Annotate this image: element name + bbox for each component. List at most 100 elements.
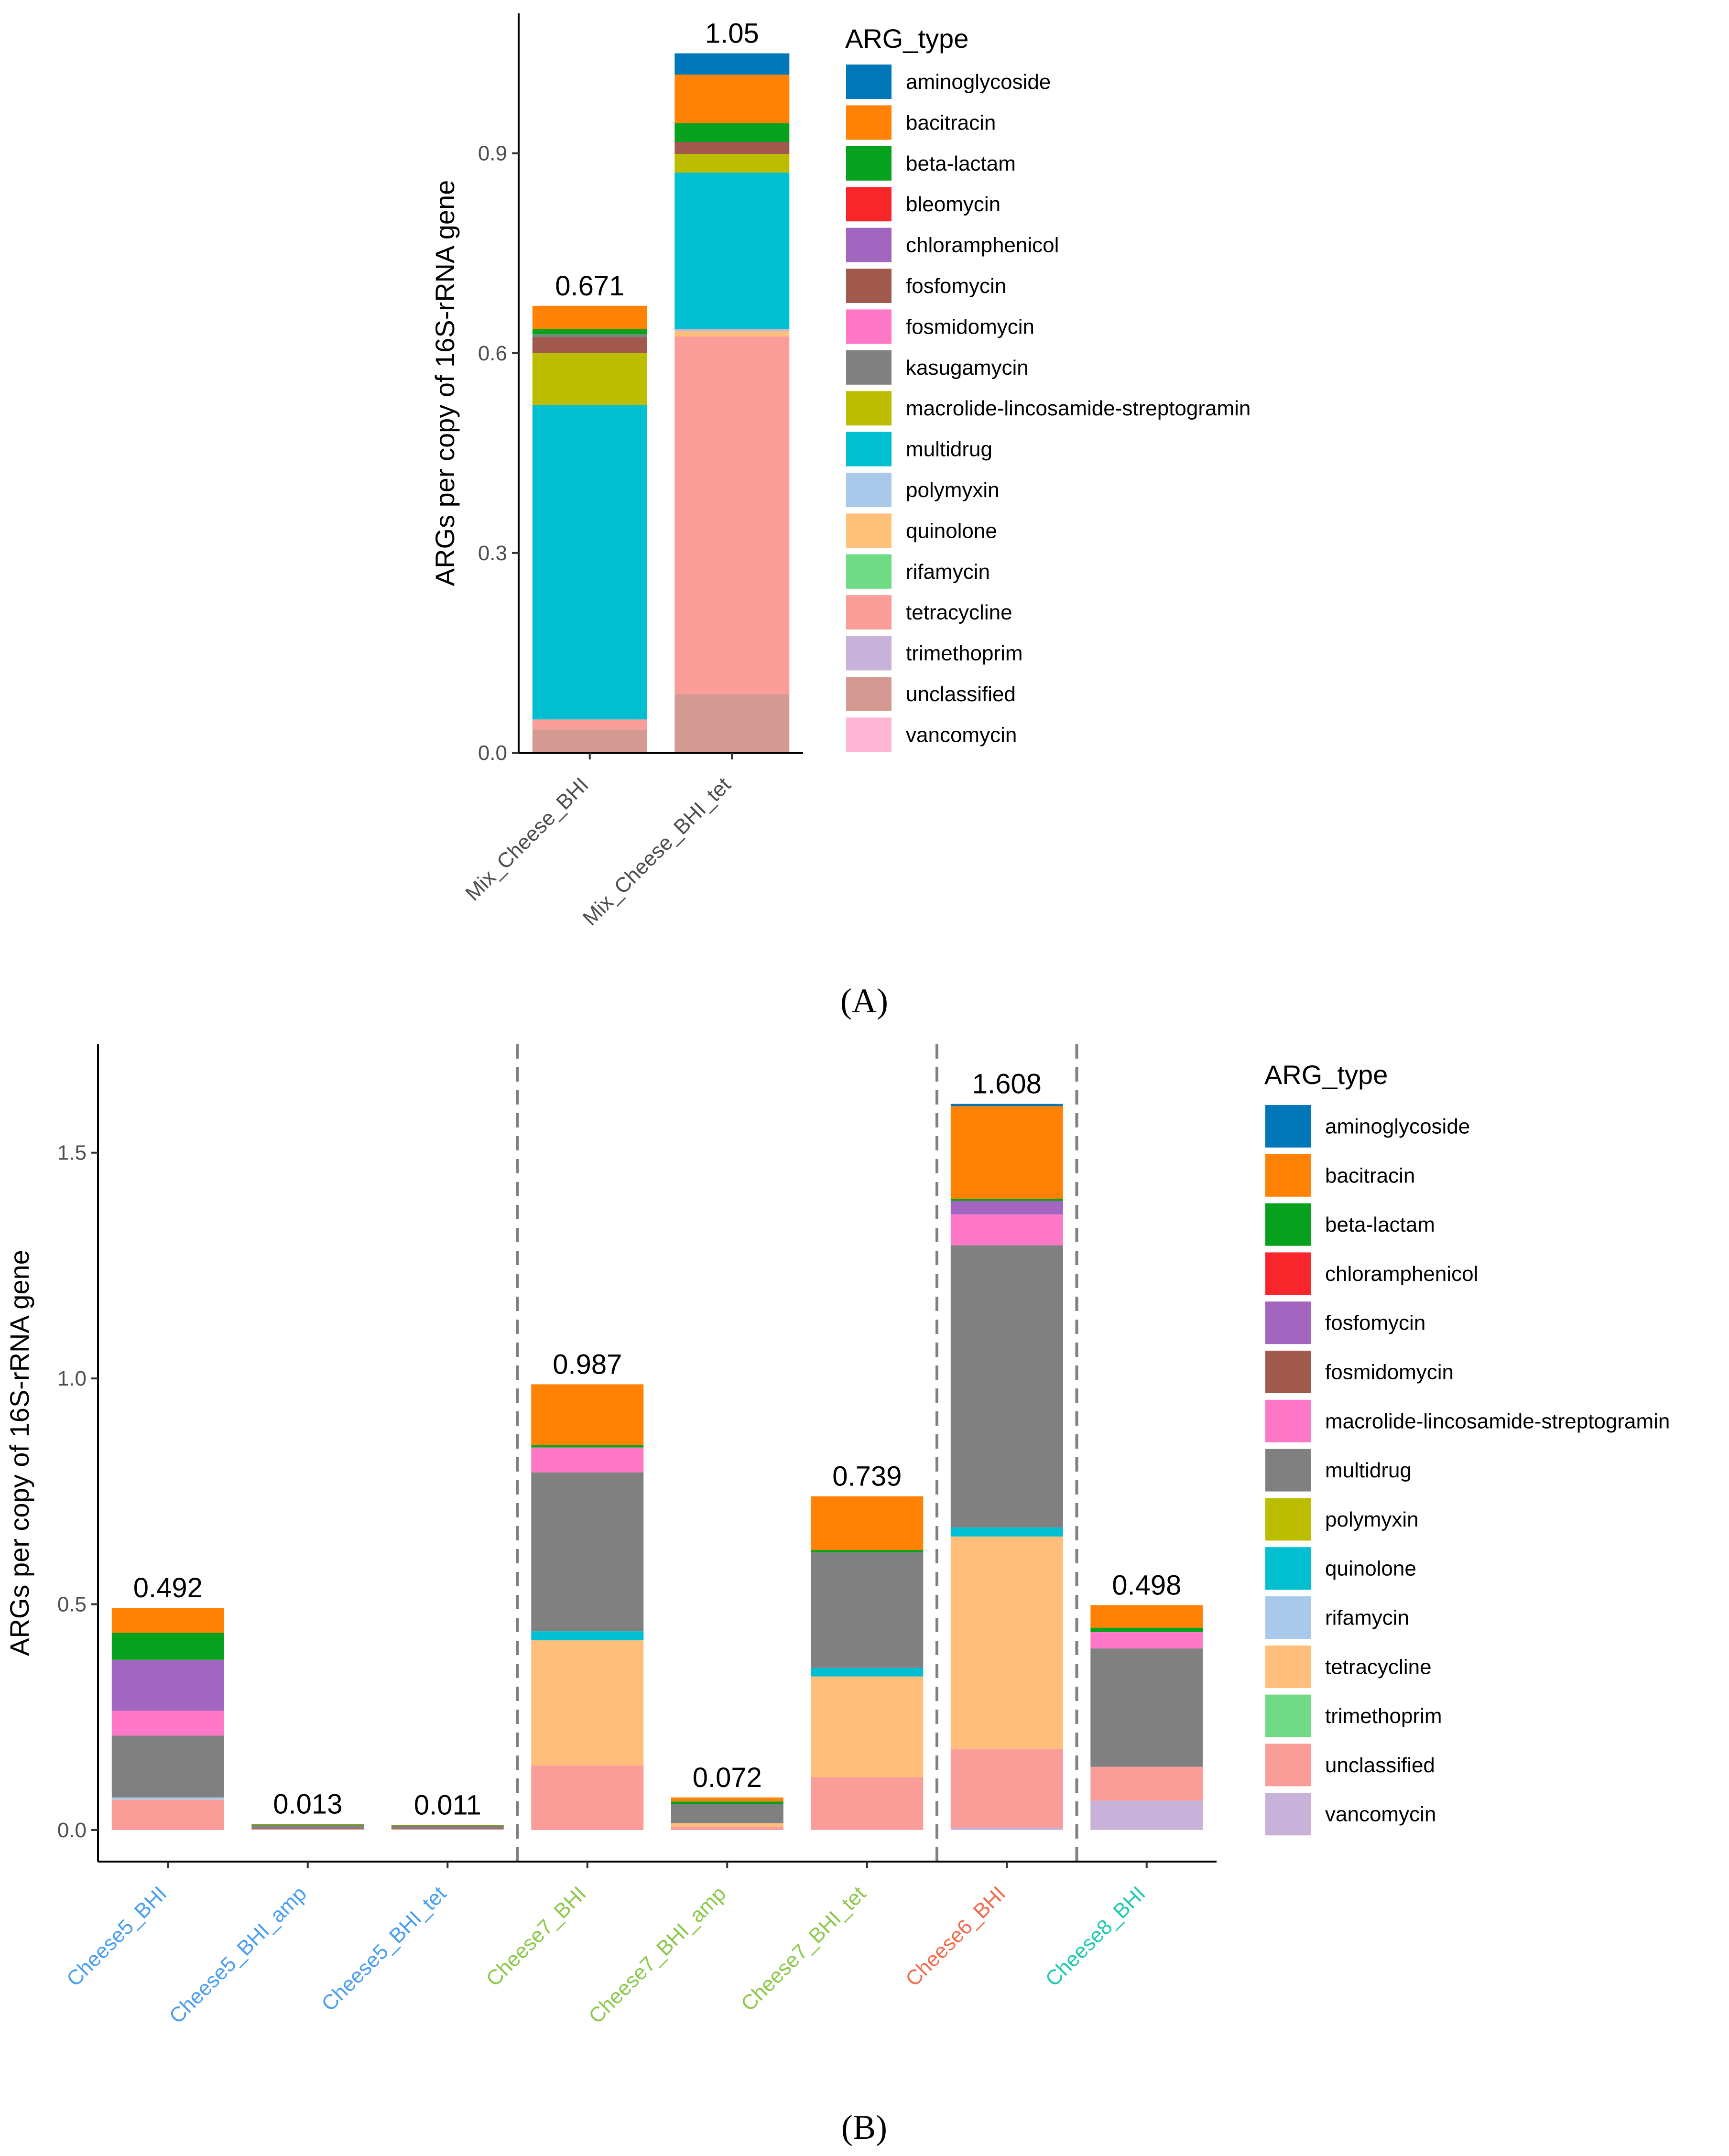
legend-swatch-vancomycin: [846, 717, 892, 752]
legend-swatch-trimethoprim: [1265, 1694, 1311, 1737]
legend-swatch-vancomycin: [1265, 1793, 1311, 1836]
bar-segment-unclassified-Cheese7_BHI_amp: [671, 1827, 783, 1830]
legend-label-aminoglycoside: aminoglycoside: [1325, 1115, 1470, 1138]
legend-label-trimethoprim: trimethoprim: [906, 642, 1023, 665]
legend-swatch-chloramphenicol: [846, 228, 892, 262]
bar-segment-bacitracin-Cheese8_BHI: [1090, 1605, 1203, 1628]
bar-segment-macrolide-lincosamide-streptogramin-Cheese8_BHI: [1090, 1632, 1203, 1649]
total-label-Cheese7_BHI_tet: 0.739: [832, 1461, 902, 1492]
total-label-Cheese7_BHI_amp: 0.072: [693, 1762, 762, 1793]
y-tick-label: 1.5: [57, 1141, 87, 1165]
legend-swatch-bleomycin: [846, 187, 892, 222]
legend-label-bleomycin: bleomycin: [906, 193, 1000, 216]
bar-segment-bacitracin-Cheese7_BHI: [531, 1384, 644, 1445]
legend-label-fosmidomycin: fosmidomycin: [1325, 1361, 1454, 1384]
chart-panel-a: 0.671 1.05 0.0 0.3 0.6 0.9 ARGs per copy of 1…: [430, 13, 1251, 930]
total-label-Cheese5_BHI: 0.492: [133, 1572, 203, 1603]
legend-label-beta-lactam: beta-lactam: [1325, 1213, 1435, 1236]
y-tick-label: 0.9: [478, 142, 507, 165]
y-tick-label: 0.0: [478, 741, 507, 765]
legend-label-fosfomycin: fosfomycin: [906, 274, 1006, 298]
bar-segment-multidrug-Cheese5_BHI_amp: [251, 1825, 364, 1829]
legend-label-unclassified: unclassified: [1325, 1754, 1435, 1777]
legend-label-polymyxin: polymyxin: [906, 478, 1000, 502]
legend-swatch-rifamycin: [846, 554, 892, 589]
legend-swatch-beta-lactam: [846, 146, 892, 181]
legend-swatch-quinolone: [1265, 1547, 1311, 1590]
legend-label-macrolide-lincosamide-streptogramin: macrolide-lincosamide-streptogramin: [906, 397, 1251, 420]
bar-segment-multidrug-Mix_Cheese_BHI_tet: [674, 173, 790, 329]
bar-segment-multidrug-Cheese7_BHI_amp: [671, 1804, 783, 1823]
legend-label-bacitracin: bacitracin: [1325, 1164, 1415, 1187]
y-tick-label: 1.0: [57, 1367, 87, 1390]
legend-label-beta-lactam: beta-lactam: [906, 152, 1016, 175]
bar-segment-unclassified-Cheese5_BHI: [111, 1799, 224, 1830]
bar-segment-bacitracin-Cheese5_BHI_tet: [391, 1825, 504, 1826]
bar-segment-bacitracin-Cheese7_BHI_tet: [811, 1496, 924, 1550]
legend-label-bacitracin: bacitracin: [906, 111, 996, 134]
total-label-Mix_Cheese_BHI_tet: 1.05: [705, 18, 759, 49]
legend-label-quinolone: quinolone: [906, 519, 997, 542]
legend-swatch-unclassified: [1265, 1744, 1311, 1787]
legend-swatch-unclassified: [846, 677, 892, 711]
y-axis-title: ARGs per copy of 16S-rRNA gene: [4, 1250, 34, 1656]
legend-swatch-chloramphenicol: [1265, 1252, 1311, 1295]
bar-segment-multidrug-Cheese5_BHI_tet: [391, 1826, 504, 1829]
bar-segment-beta-lactam-Cheese7_BHI_tet: [811, 1550, 924, 1552]
legend-label-multidrug: multidrug: [1325, 1459, 1412, 1482]
bar-segment-unclassified-Cheese5_BHI_tet: [391, 1829, 504, 1830]
bar-segment-multidrug-Cheese6_BHI: [950, 1245, 1063, 1528]
bar-segment-multidrug-Cheese8_BHI: [1090, 1648, 1203, 1767]
legend-label-fosfomycin: fosfomycin: [1325, 1311, 1425, 1335]
legend-title: ARG_type: [1264, 1060, 1388, 1090]
legend-swatch-multidrug: [1265, 1449, 1311, 1492]
bar-segment-macrolide-lincosamide-streptogramin-Cheese7_BHI: [531, 1447, 644, 1473]
bar-segment-trimethoprim-Mix_Cheese_BHI_tet: [674, 329, 790, 331]
bar-segment-unclassified-Cheese7_BHI_tet: [811, 1777, 924, 1830]
bar-segment-macrolide-lincosamide-streptogramin-Cheese6_BHI: [950, 1214, 1063, 1246]
total-label-Cheese8_BHI: 0.498: [1112, 1570, 1181, 1601]
bar-segment-unclassified-Cheese7_BHI: [531, 1765, 644, 1830]
bar-segment-quinolone-Cheese7_BHI: [531, 1631, 644, 1641]
bar-segment-quinolone-Mix_Cheese_BHI_tet: [674, 331, 790, 336]
bar-segment-vancomycin-Cheese6_BHI: [950, 1828, 1063, 1830]
bar-segment-bacitracin-Mix_Cheese_BHI: [532, 305, 647, 329]
total-label-Cheese5_BHI_tet: 0.011: [414, 1790, 481, 1821]
legend-label-macrolide-lincosamide-streptogramin: macrolide-lincosamide-streptogramin: [1325, 1409, 1670, 1433]
total-label-Mix_Cheese_BHI: 0.671: [555, 271, 624, 302]
bar-segment-macrolide-lincosamide-streptogramin-Cheese5_BHI: [111, 1711, 224, 1736]
legend-swatch-bacitracin: [1265, 1154, 1311, 1197]
legend-swatch-aminoglycoside: [846, 65, 892, 99]
total-label-Cheese5_BHI_amp: 0.013: [273, 1789, 342, 1820]
bar-segment-beta-lactam-Cheese5_BHI: [111, 1633, 224, 1660]
legend-swatch-tetracycline: [846, 595, 892, 630]
legend-label-quinolone: quinolone: [1325, 1557, 1416, 1581]
bar-segment-beta-lactam-Cheese7_BHI: [531, 1445, 644, 1448]
bar-segment-beta-lactam-Cheese7_BHI_amp: [671, 1801, 783, 1804]
bar-segment-unclassified-Cheese5_BHI_amp: [251, 1829, 364, 1830]
bar-segment-kasugamycin-Mix_Cheese_BHI: [532, 334, 647, 337]
legend-title: ARG_type: [845, 23, 968, 54]
legend-swatch-fosfomycin: [1265, 1301, 1311, 1344]
bar-segment-fosfomycin-Cheese6_BHI: [950, 1201, 1063, 1215]
bar-segment-unclassified-Cheese6_BHI: [950, 1748, 1063, 1828]
bar-segment-beta-lactam-Mix_Cheese_BHI_tet: [674, 123, 790, 142]
bar-segment-fosfomycin-Cheese5_BHI: [111, 1659, 224, 1711]
bar-segment-multidrug-Cheese7_BHI_tet: [811, 1552, 924, 1668]
legend-swatch-polymyxin: [1265, 1498, 1311, 1541]
panel-a-label: (A): [840, 982, 888, 1020]
bar-segment-beta-lactam-Cheese8_BHI: [1090, 1627, 1203, 1632]
bar-segment-beta-lactam-Cheese5_BHI_tet: [391, 1825, 504, 1826]
bar-segment-unclassified-Mix_Cheese_BHI: [532, 729, 647, 753]
legend-swatch-fosmidomycin: [846, 309, 892, 344]
bar-segment-tetracycline-Cheese7_BHI: [531, 1640, 644, 1766]
legend-swatch-multidrug: [846, 432, 892, 466]
legend-label-tetracycline: tetracycline: [906, 601, 1012, 624]
bar-segment-macrolide-lincosamide-streptogramin-Mix_Cheese_BHI: [532, 353, 647, 405]
bar-segment-bacitracin-Cheese5_BHI: [111, 1608, 224, 1633]
legend-swatch-bacitracin: [846, 105, 892, 140]
bar-segment-aminoglycoside-Cheese6_BHI: [950, 1104, 1063, 1106]
bar-segment-tetracycline-Mix_Cheese_BHI: [532, 719, 647, 730]
legend-swatch-rifamycin: [1265, 1596, 1311, 1639]
